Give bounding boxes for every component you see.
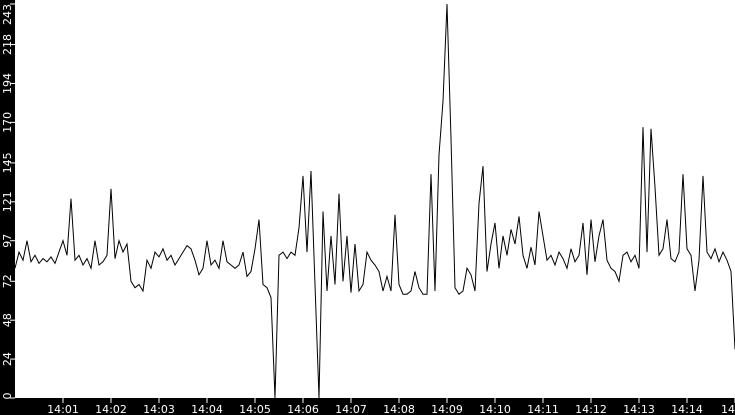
series-line (14, 3, 735, 399)
y-tick-label: 145 (1, 152, 14, 173)
y-tick-label: 218 (1, 34, 14, 55)
x-tick-label: 14:09 (431, 403, 463, 415)
y-tick-label: 72 (1, 274, 14, 288)
x-tick-label: 14:07 (335, 403, 367, 415)
y-tick-label: 97 (1, 234, 14, 248)
y-tick-label: 0 (1, 393, 14, 400)
x-tick-label: 14:05 (239, 403, 271, 415)
x-tick-label: 14:06 (287, 403, 319, 415)
x-tick-label: 14 (721, 403, 735, 415)
x-tick-label: 14:14 (671, 403, 703, 415)
x-tick-label: 14:12 (575, 403, 607, 415)
x-axis: 14:01 14:02 14:03 14:04 14:05 14:06 14:07 14:08… (47, 398, 735, 415)
x-tick-label: 14:10 (479, 403, 511, 415)
y-tick-label: 48 (1, 313, 14, 327)
plot-area (15, 0, 735, 398)
y-tick-label: 243 (1, 4, 14, 25)
y-tick-label: 194 (1, 73, 14, 94)
y-axis: 0 24 48 72 97 121 145 170 194 218 243 (1, 3, 15, 400)
x-tick-label: 14:04 (191, 403, 223, 415)
y-tick-label: 170 (1, 112, 14, 133)
x-tick-label: 14:01 (47, 403, 79, 415)
x-tick-label: 14:13 (623, 403, 655, 415)
y-tick-label: 121 (1, 191, 14, 212)
x-tick-label: 14:08 (383, 403, 415, 415)
x-tick-label: 14:02 (95, 403, 127, 415)
x-tick-label: 14:03 (143, 403, 175, 415)
x-tick-label: 14:11 (527, 403, 559, 415)
y-tick-label: 24 (1, 352, 14, 366)
